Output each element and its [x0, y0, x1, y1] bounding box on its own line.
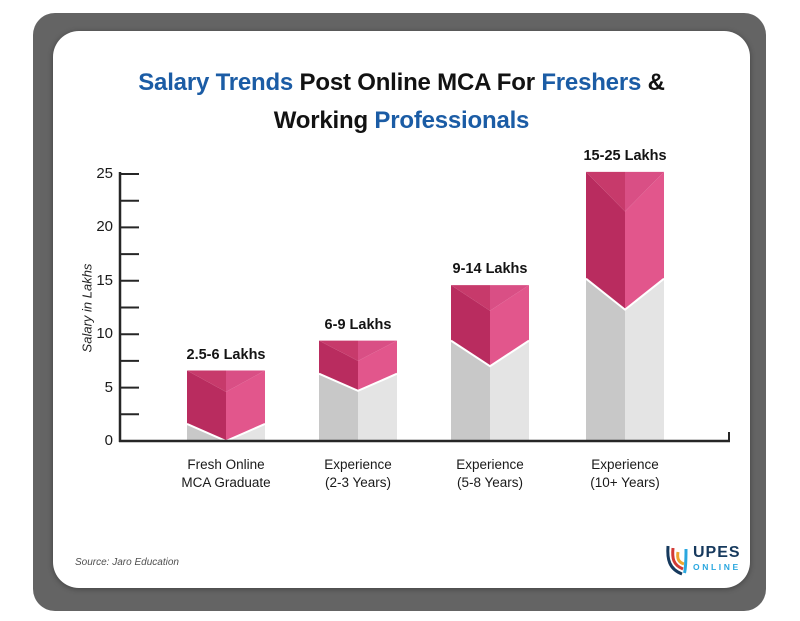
title-segment: Professionals	[374, 107, 530, 134]
bar-value-label: 6-9 Lakhs	[324, 316, 392, 333]
source-note: Source: Jaro Education	[75, 557, 179, 568]
y-tick-label: 0	[104, 432, 113, 449]
upes-shield-icon	[666, 545, 688, 576]
title-segment: Salary Trends	[138, 69, 300, 96]
logo-subtext: ONLINE	[693, 562, 741, 572]
title-segment: Working	[273, 107, 375, 134]
category-label: Fresh Online MCA Graduate	[181, 457, 271, 490]
y-tick-label: 20	[96, 218, 113, 236]
y-tick-label: 5	[104, 378, 113, 396]
title-segment: Freshers	[541, 69, 648, 96]
bar-value-label: 2.5-6 Lakhs	[186, 346, 266, 363]
y-tick-label: 15	[96, 271, 113, 289]
bar-value-label: 15-25 Lakhs	[583, 147, 667, 164]
bar-value-label: 9-14 Lakhs	[452, 261, 528, 278]
chart-title-line2: Working Professionals	[53, 102, 750, 140]
category-label: Experience (10+ Years)	[590, 457, 660, 490]
title-segment: &	[647, 69, 665, 96]
chart-title: Salary Trends Post Online MCA For Freshe…	[53, 64, 750, 140]
upes-online-logo: UPES ONLINE	[664, 545, 741, 577]
category-label: Experience (2-3 Years)	[324, 457, 392, 490]
chart-title-line1: Salary Trends Post Online MCA For Freshe…	[53, 64, 750, 102]
y-tick-label: 10	[96, 325, 113, 343]
logo-wordmark: UPES	[693, 544, 741, 561]
category-label: Experience (5-8 Years)	[456, 457, 524, 490]
title-segment: Post Online MCA For	[299, 69, 542, 96]
y-tick-label: 25	[96, 165, 113, 182]
